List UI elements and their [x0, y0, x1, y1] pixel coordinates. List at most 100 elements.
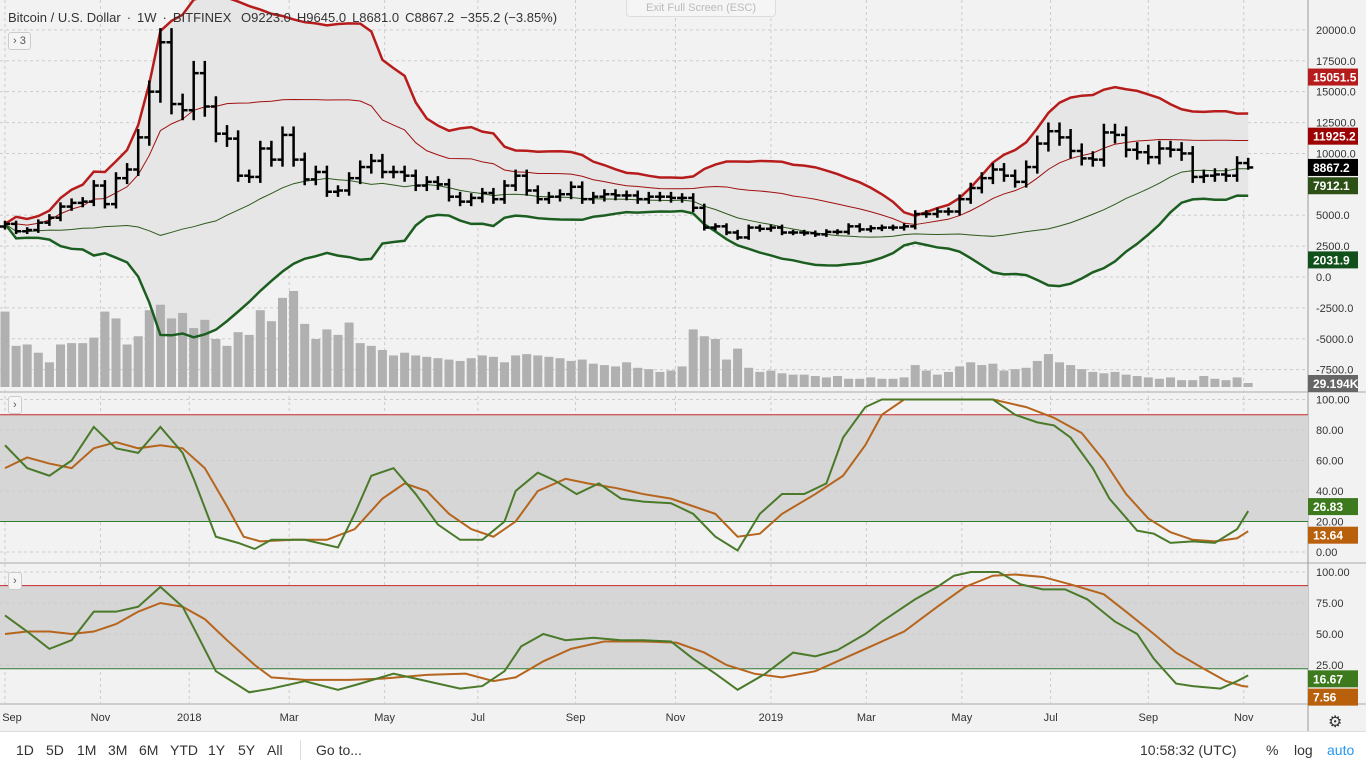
volume-bar — [455, 360, 465, 387]
volume-bar — [144, 310, 154, 387]
percent-scale-button[interactable]: % — [1266, 742, 1279, 758]
volume-bar — [666, 370, 676, 387]
indicators-toggle-button[interactable]: › 3 — [8, 32, 31, 50]
volume-bar — [333, 334, 343, 387]
volume-bar — [522, 354, 532, 387]
volume-bar — [788, 374, 798, 387]
volume-bar — [0, 311, 10, 387]
chart-canvas[interactable]: 20000.0 17500.0 15000.0 12500.0 10000.0 5000.… — [0, 0, 1366, 731]
volume-bar — [377, 349, 387, 387]
volume-bar — [67, 343, 77, 387]
volume-bar — [1210, 378, 1220, 387]
volume-bar — [966, 362, 976, 387]
last-price-label: 8867.2 — [1313, 161, 1350, 175]
price-tick-label: 5000.0 — [1316, 210, 1350, 222]
time-axis-label: Mar — [857, 712, 876, 724]
band-fill — [5, 0, 1249, 338]
volume-bar — [855, 378, 865, 387]
price-tick-label: 2500.0 — [1316, 241, 1350, 253]
volume-bar — [821, 377, 831, 387]
volume-bar — [244, 334, 254, 387]
volume-bar — [466, 358, 476, 387]
range-1m-button[interactable]: 1M — [77, 742, 97, 758]
volume-bar — [1143, 377, 1153, 387]
volume-bar — [444, 359, 454, 387]
volume-bar — [178, 312, 188, 387]
volume-bar — [722, 359, 731, 387]
volume-bar — [133, 336, 143, 387]
volume-bar — [755, 371, 765, 387]
volume-bar — [1188, 380, 1198, 387]
range-ytd-button[interactable]: YTD — [170, 742, 198, 758]
volume-bar — [655, 371, 665, 387]
stoch-1-tick-label: 20.00 — [1316, 517, 1344, 529]
range-1d-button[interactable]: 1D — [16, 742, 34, 758]
stoch-1-k-value-label-bg — [1308, 498, 1358, 516]
volume-bar — [22, 344, 32, 387]
volume-bar — [33, 352, 43, 387]
symbol-name[interactable]: Bitcoin / U.S. Dollar — [8, 10, 121, 25]
volume-bar — [599, 365, 609, 387]
stoch-2-k-value-label-bg — [1308, 670, 1358, 688]
volume-bar — [488, 356, 498, 387]
stoch-1-band — [0, 414, 1308, 522]
price-tick-label: -5000.0 — [1316, 334, 1353, 346]
price-tick-label: 15000.0 — [1316, 87, 1356, 99]
volume-bar — [211, 339, 221, 387]
volume-bar — [1055, 362, 1064, 387]
time-axis-label: May — [374, 712, 395, 724]
volume-bar — [533, 355, 543, 387]
volume-bar — [932, 374, 942, 387]
volume-bar — [588, 363, 598, 387]
volume-bar — [1243, 382, 1253, 387]
range-3m-button[interactable]: 3M — [108, 742, 128, 758]
exit-fullscreen-button[interactable]: Exit Full Screen (ESC) — [626, 0, 776, 17]
volume-bar — [300, 323, 310, 387]
range-all-button[interactable]: All — [267, 742, 283, 758]
volume-bar — [355, 343, 365, 387]
settings-gear-icon[interactable]: ⚙ — [1328, 714, 1343, 731]
price-tick-label: 10000.0 — [1316, 148, 1356, 160]
volume-bar — [733, 348, 743, 387]
stoch-2-band — [0, 585, 1308, 669]
volume-bar — [955, 366, 965, 387]
volume-bar — [155, 304, 165, 387]
range-1y-button[interactable]: 1Y — [208, 742, 226, 758]
volume-bar — [511, 355, 521, 387]
volume-bar — [111, 318, 121, 387]
volume-bar — [1121, 374, 1131, 387]
volume-bar — [622, 362, 632, 387]
pane-expand-button[interactable]: › — [8, 572, 22, 590]
stoch-2-tick-label: 50.00 — [1316, 629, 1344, 641]
log-scale-button[interactable]: log — [1294, 742, 1313, 758]
ohlc-close: C8867.2 — [405, 10, 455, 25]
range-5y-button[interactable]: 5Y — [238, 742, 256, 758]
stoch-1-d-value-label: 13.64 — [1313, 529, 1343, 543]
volume-bar — [200, 319, 210, 387]
lower-outer-value-label: 2031.9 — [1313, 253, 1350, 267]
volume-bar — [633, 367, 643, 387]
auto-scale-button[interactable]: auto — [1327, 742, 1355, 758]
volume-bar — [1166, 377, 1175, 387]
stoch-1-tick-label: 0.00 — [1316, 547, 1337, 559]
volume-bar — [866, 377, 876, 387]
goto-date-button[interactable]: Go to... — [316, 742, 362, 758]
volume-bar — [810, 376, 820, 387]
stoch-2-d-value-label-bg — [1308, 688, 1358, 706]
ohlc-high: H9645.0 — [296, 10, 347, 25]
volume-bar — [289, 291, 299, 387]
price-tick-label: 20000.0 — [1316, 25, 1356, 37]
volume-bar — [1177, 380, 1187, 387]
volume-bar — [1066, 365, 1076, 387]
volume-bar — [611, 366, 620, 387]
stoch-2-d-line — [4, 573, 1249, 688]
range-6m-button[interactable]: 6M — [139, 742, 159, 758]
price-tick-label: 17500.0 — [1316, 56, 1356, 68]
stoch-2-k-line — [4, 571, 1249, 694]
volume-bar — [233, 332, 243, 387]
volume-bar — [988, 363, 998, 387]
pane-expand-button[interactable]: › — [8, 396, 22, 414]
range-5d-button[interactable]: 5D — [46, 742, 64, 758]
volume-bar — [433, 358, 443, 387]
volume-bar — [11, 345, 21, 387]
